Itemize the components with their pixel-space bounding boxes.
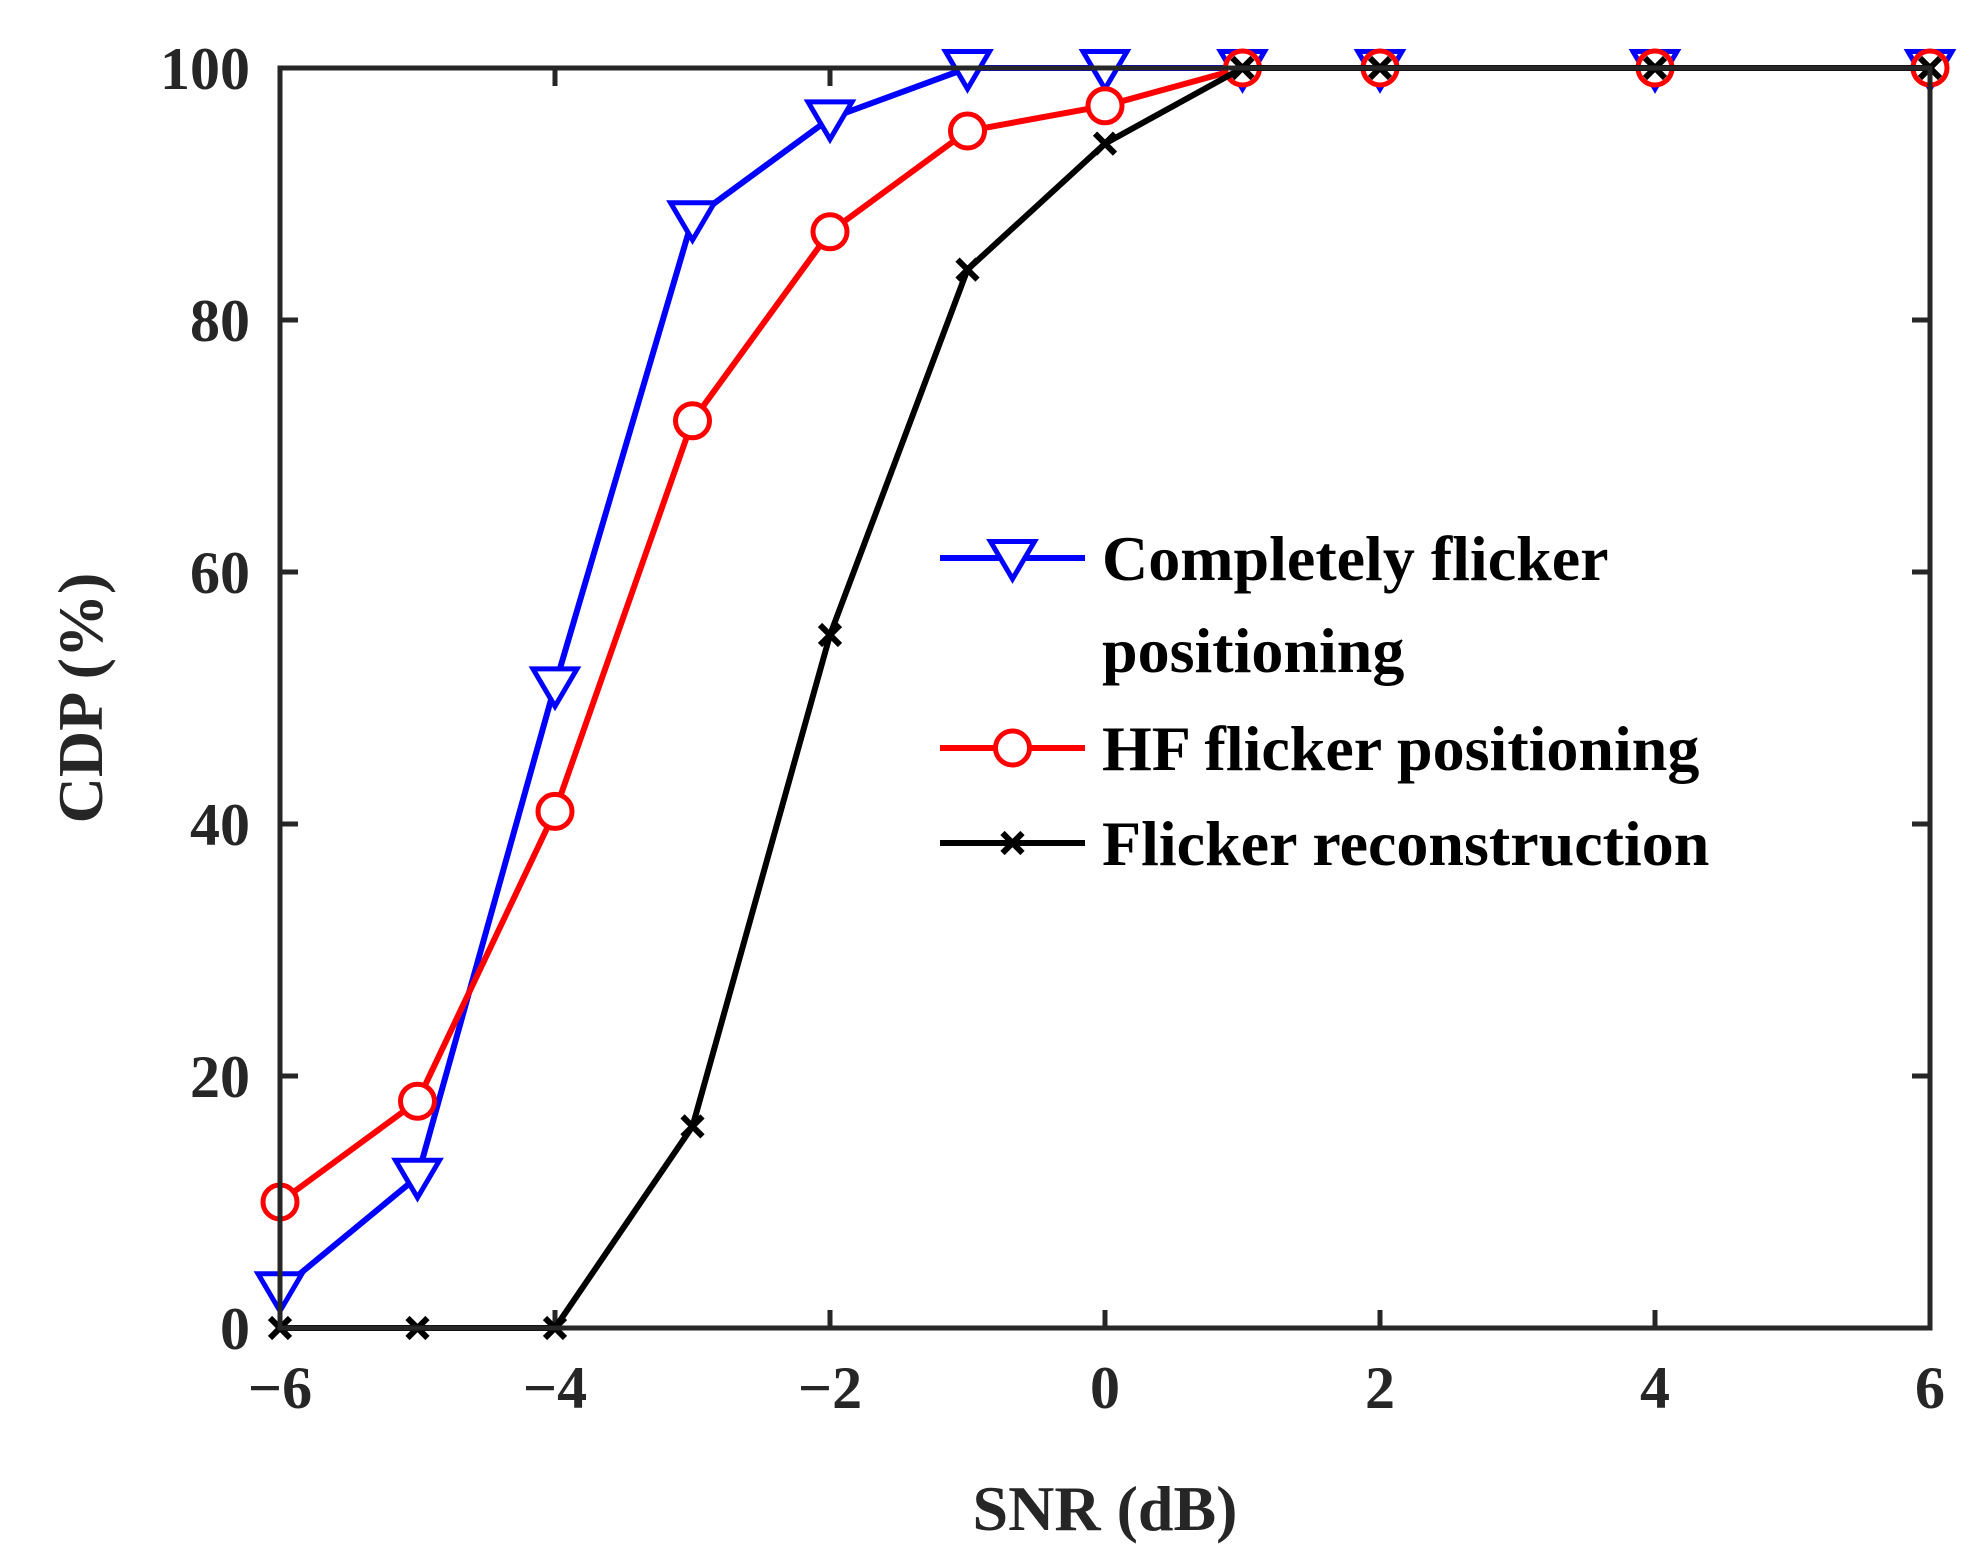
- legend: Completely flicker positioning HF flicker …: [940, 523, 1709, 879]
- y-axis-title: CDP (%): [45, 573, 116, 824]
- data-point: [803, 99, 857, 145]
- data-point: [391, 1157, 444, 1203]
- legend-label: Flicker reconstruction: [1102, 808, 1709, 879]
- x-tick-label: 2: [1365, 1355, 1395, 1421]
- data-point: [948, 111, 987, 151]
- legend-label: Completely flicker: [1102, 523, 1609, 594]
- data-point: [810, 212, 850, 252]
- y-tick-label: 80: [190, 288, 250, 354]
- y-tick-label: 20: [190, 1044, 250, 1110]
- x-tick-label: −2: [798, 1355, 862, 1421]
- data-point: [535, 791, 575, 831]
- x-tick-label: −4: [523, 1355, 587, 1421]
- data-point: [680, 1114, 705, 1139]
- data-point: [1092, 131, 1118, 156]
- data-point: [528, 666, 582, 712]
- legend-marker: [993, 728, 1032, 768]
- legend-label: HF flicker positioning: [1102, 713, 1699, 784]
- y-tick-label: 0: [220, 1296, 250, 1362]
- data-point: [1085, 86, 1125, 126]
- legend-marker: [986, 539, 1039, 584]
- legend-marker: [1000, 830, 1025, 856]
- data-point: [817, 622, 843, 648]
- legend-item-1: Completely flicker positioning: [940, 523, 1609, 686]
- y-tick-label: 40: [190, 792, 250, 858]
- x-tick-label: −6: [248, 1355, 312, 1421]
- data-point: [666, 200, 719, 246]
- data-point: [398, 1081, 437, 1121]
- x-tick-label: 4: [1640, 1355, 1670, 1421]
- legend-item-3: Flicker reconstruction: [940, 808, 1709, 879]
- y-tick-label: 100: [160, 36, 250, 102]
- y-tick-label: 60: [190, 540, 250, 606]
- legend-item-2: HF flicker positioning: [940, 713, 1699, 784]
- x-tick-label: 6: [1915, 1355, 1945, 1421]
- x-tick-label: 0: [1090, 1355, 1120, 1421]
- axes-frame: [277, 65, 1933, 1331]
- data-point: [673, 401, 712, 441]
- x-axis-title: SNR (dB): [973, 1473, 1238, 1544]
- legend-label: positioning: [1102, 615, 1404, 686]
- data-point: [955, 257, 980, 282]
